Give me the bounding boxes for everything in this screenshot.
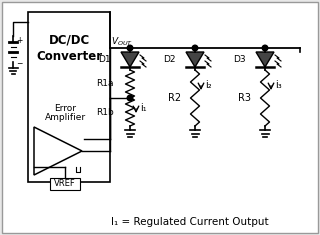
Circle shape: [192, 45, 198, 51]
Text: VREF: VREF: [54, 180, 76, 188]
Circle shape: [127, 95, 133, 101]
Text: i₁: i₁: [140, 103, 147, 113]
Text: R1b: R1b: [96, 107, 114, 117]
Text: +: +: [16, 35, 22, 44]
Text: Error: Error: [54, 103, 76, 113]
Text: i₃: i₃: [275, 80, 282, 90]
Circle shape: [262, 45, 268, 51]
Text: DC/DC: DC/DC: [48, 34, 90, 47]
Text: I₁ = Regulated Current Output: I₁ = Regulated Current Output: [111, 217, 269, 227]
Text: R1a: R1a: [97, 79, 114, 89]
Bar: [50, 178, 80, 190]
Polygon shape: [121, 52, 139, 67]
Text: D1: D1: [98, 55, 111, 63]
Polygon shape: [34, 127, 82, 175]
Text: R3: R3: [238, 93, 251, 103]
Text: $V_{OUT}$: $V_{OUT}$: [111, 36, 133, 48]
Polygon shape: [256, 52, 274, 67]
Text: i₂: i₂: [205, 80, 212, 90]
Bar: [28, 12, 110, 182]
Text: Converter: Converter: [36, 50, 102, 63]
Text: −: −: [16, 59, 22, 68]
Text: D3: D3: [233, 55, 246, 63]
Circle shape: [127, 45, 133, 51]
Text: D2: D2: [164, 55, 176, 63]
Text: Amplifier: Amplifier: [44, 113, 85, 121]
FancyBboxPatch shape: [2, 2, 318, 233]
Polygon shape: [186, 52, 204, 67]
Text: R2: R2: [168, 93, 181, 103]
